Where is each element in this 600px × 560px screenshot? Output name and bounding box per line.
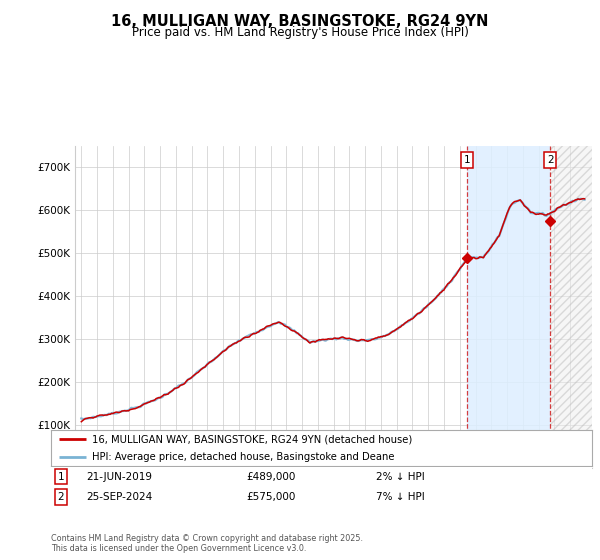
Text: 16, MULLIGAN WAY, BASINGSTOKE, RG24 9YN (detached house): 16, MULLIGAN WAY, BASINGSTOKE, RG24 9YN … (92, 434, 412, 444)
Text: £575,000: £575,000 (246, 492, 295, 502)
Text: 25-SEP-2024: 25-SEP-2024 (86, 492, 152, 502)
Text: 16, MULLIGAN WAY, BASINGSTOKE, RG24 9YN: 16, MULLIGAN WAY, BASINGSTOKE, RG24 9YN (112, 14, 488, 29)
Text: Price paid vs. HM Land Registry's House Price Index (HPI): Price paid vs. HM Land Registry's House … (131, 26, 469, 39)
Bar (550, 146, 592, 468)
Text: £489,000: £489,000 (246, 472, 295, 482)
Text: 1: 1 (58, 472, 64, 482)
Text: Contains HM Land Registry data © Crown copyright and database right 2025.
This d: Contains HM Land Registry data © Crown c… (51, 534, 363, 553)
Text: 2: 2 (547, 155, 553, 165)
Text: 7% ↓ HPI: 7% ↓ HPI (376, 492, 424, 502)
Bar (467, 146, 550, 468)
Text: 2: 2 (58, 492, 64, 502)
Text: 1: 1 (464, 155, 470, 165)
Text: 21-JUN-2019: 21-JUN-2019 (86, 472, 152, 482)
Text: HPI: Average price, detached house, Basingstoke and Deane: HPI: Average price, detached house, Basi… (92, 452, 394, 463)
Text: 2% ↓ HPI: 2% ↓ HPI (376, 472, 424, 482)
